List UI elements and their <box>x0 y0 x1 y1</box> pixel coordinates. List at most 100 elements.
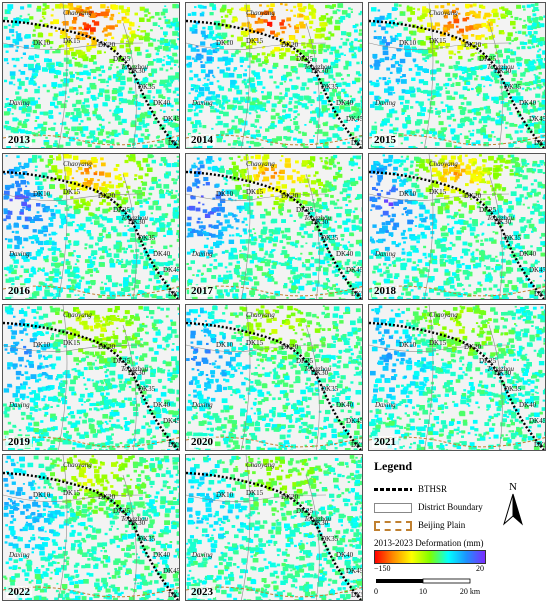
deformation-point <box>267 139 272 143</box>
deformation-point <box>260 295 266 299</box>
deformation-point <box>140 181 143 183</box>
deformation-point <box>198 132 201 135</box>
deformation-point <box>42 283 47 287</box>
deformation-point <box>346 74 350 77</box>
deformation-point <box>119 69 124 74</box>
deformation-point <box>66 285 72 290</box>
deformation-point <box>270 30 275 35</box>
deformation-point <box>136 126 142 131</box>
deformation-point <box>32 29 36 32</box>
deformation-point <box>198 125 202 128</box>
deformation-point <box>297 3 303 8</box>
deformation-point <box>349 99 354 104</box>
deformation-point <box>475 288 482 293</box>
deformation-point <box>29 219 35 223</box>
deformation-point <box>279 212 283 216</box>
deformation-point <box>543 267 545 271</box>
deformation-point <box>37 5 42 9</box>
deformation-point <box>50 14 54 17</box>
deformation-point <box>55 4 61 9</box>
deformation-point <box>248 161 252 164</box>
deformation-point <box>373 36 378 39</box>
deformation-point <box>135 280 141 284</box>
deformation-point <box>104 38 107 42</box>
deformation-point <box>514 99 520 103</box>
deformation-point <box>448 65 453 69</box>
deformation-point <box>125 247 128 250</box>
deformation-point <box>481 254 486 258</box>
deformation-point <box>543 113 545 115</box>
deformation-point <box>328 21 333 25</box>
deformation-point <box>307 4 314 10</box>
deformation-point <box>431 174 434 177</box>
deformation-point <box>454 164 461 169</box>
deformation-point <box>68 184 72 187</box>
deformation-point <box>89 58 94 62</box>
deformation-point <box>417 48 424 54</box>
deformation-point <box>15 180 19 184</box>
deformation-point <box>285 163 291 168</box>
deformation-point <box>510 49 513 52</box>
deformation-point <box>274 33 279 37</box>
deformation-point <box>137 241 140 244</box>
deformation-point <box>33 216 40 222</box>
deformation-point <box>417 27 423 32</box>
deformation-point <box>509 137 513 140</box>
deformation-point <box>379 15 385 20</box>
deformation-point <box>202 84 205 87</box>
deformation-point <box>202 184 205 186</box>
deformation-point <box>112 99 116 102</box>
deformation-point <box>470 232 475 236</box>
deformation-point <box>474 52 477 54</box>
deformation-point <box>85 171 90 175</box>
deformation-point <box>43 233 47 237</box>
deformation-point <box>326 226 332 231</box>
deformation-point <box>133 134 138 138</box>
deformation-point <box>47 58 52 63</box>
deformation-point <box>204 35 208 38</box>
deformation-point <box>498 95 505 101</box>
deformation-point <box>95 137 100 141</box>
deformation-point <box>55 132 58 135</box>
deformation-point <box>432 92 439 97</box>
deformation-point <box>167 284 170 286</box>
deformation-point <box>129 22 135 27</box>
deformation-point <box>529 102 532 105</box>
deformation-point <box>136 292 140 295</box>
deformation-point <box>3 208 8 212</box>
year-label: 2014 <box>189 134 215 146</box>
deformation-point <box>121 9 126 14</box>
deformation-point <box>358 50 361 53</box>
deformation-point <box>208 91 213 95</box>
deformation-point <box>499 118 502 121</box>
deformation-point <box>244 4 250 10</box>
deformation-point <box>91 281 96 286</box>
deformation-point <box>380 146 385 148</box>
deformation-point <box>107 278 112 283</box>
deformation-point <box>358 220 362 224</box>
deformation-point <box>503 247 506 250</box>
deformation-point <box>265 250 268 253</box>
deformation-point <box>231 119 235 123</box>
deformation-point <box>335 57 339 61</box>
deformation-point <box>451 243 456 247</box>
deformation-point <box>485 109 491 114</box>
deformation-point <box>287 277 291 280</box>
deformation-point <box>294 258 298 260</box>
deformation-point <box>457 156 462 160</box>
deformation-point <box>450 128 456 133</box>
deformation-point <box>407 115 411 118</box>
deformation-point <box>351 163 355 167</box>
deformation-point <box>297 100 300 102</box>
deformation-point <box>62 21 69 26</box>
deformation-point <box>537 107 542 111</box>
deformation-point <box>32 33 36 37</box>
deformation-point <box>327 286 330 289</box>
deformation-point <box>242 228 247 232</box>
deformation-point <box>135 101 141 107</box>
deformation-point <box>211 207 217 212</box>
deformation-point <box>48 222 54 227</box>
deformation-point <box>482 16 487 20</box>
deformation-point <box>6 44 11 48</box>
deformation-point <box>426 148 431 149</box>
